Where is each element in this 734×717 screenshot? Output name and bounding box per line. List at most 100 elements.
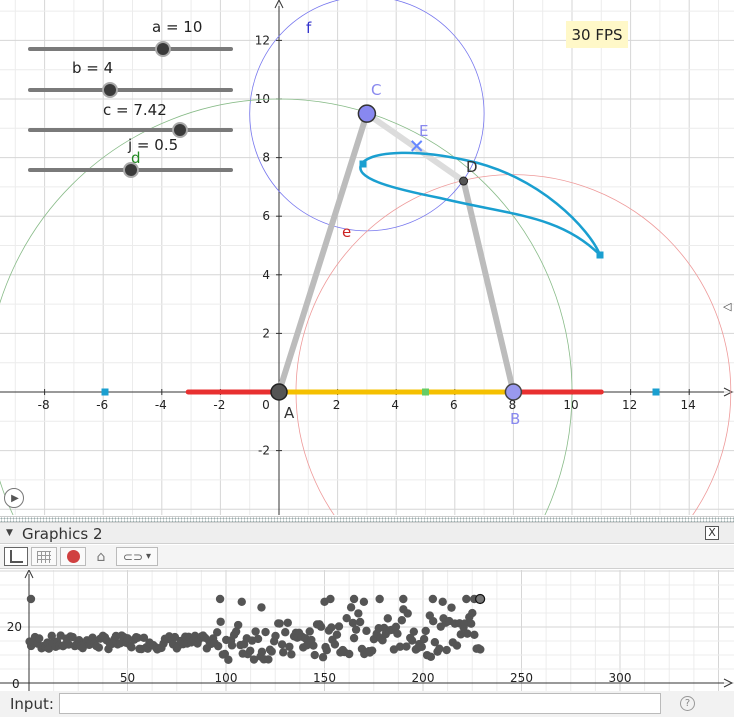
origin-label: 0 [12,677,20,691]
cyan-control-point[interactable] [652,388,660,396]
scatter-dot [281,628,290,637]
slider-track[interactable] [28,128,233,132]
home-icon: ⌂ [96,548,106,565]
scatter-dot [322,645,331,655]
axes-icon [9,550,23,563]
grid-icon [37,550,51,563]
point-d[interactable] [459,176,469,186]
circle-d [0,98,573,515]
scatter-dot [456,630,466,639]
scatter-dot [344,649,354,659]
label-D: D [466,158,478,176]
scatter-dot [367,646,377,655]
x-tick-label: 0 [262,398,270,412]
point-c[interactable] [357,104,377,123]
close-view-button[interactable]: X [705,526,719,540]
scatter-dot [342,613,351,623]
scatter-dot [419,634,429,644]
scatter-dot [391,622,401,632]
scatter-dot [334,622,344,631]
cyan-control-point[interactable] [596,251,604,259]
x-tick-label: 2 [333,398,341,412]
navigation-bar-button[interactable] [60,547,86,566]
y-tick-label: 4 [262,268,270,282]
scatter-dot [470,630,479,640]
x-axis-arrow [723,387,734,397]
play-animation-button[interactable]: ▶ [4,488,24,508]
midpoint-marker[interactable] [422,388,429,396]
scatter-dot [355,617,365,627]
scatter-dot [349,633,359,643]
scatter-dot [318,653,328,662]
scatter-dot [287,650,296,659]
slider-knob[interactable] [172,122,189,138]
slider-knob[interactable] [122,162,139,178]
x-tick-label: -2 [213,398,225,412]
scatter-dot [264,655,273,664]
scatter-dot [251,627,260,636]
scatter-dot [133,633,142,642]
scatter-dot [316,622,326,631]
chevron-down-icon: ▾ [146,551,152,562]
input-field[interactable] [59,693,661,714]
y-tick-label: 20 [7,620,22,634]
scatter-dot [257,603,266,612]
standard-view-button[interactable]: ⌂ [89,547,113,566]
graphics-view-2[interactable]: 50 100 150 200 250 300 20 0 [0,570,734,692]
scatter-dot [326,594,335,604]
magnet-icon: ⊂⊃ [122,549,144,564]
slider-track[interactable] [28,88,233,92]
toggle-grid-button[interactable] [31,547,57,566]
scatter-dot [275,619,284,628]
point-a[interactable] [270,383,288,401]
help-icon[interactable]: ? [680,696,695,711]
y-axis-arrow [24,570,34,579]
graphics-2-header: ▼ Graphics 2 X [0,522,734,544]
current-point[interactable] [475,593,486,605]
point-b[interactable] [504,383,523,401]
scatter-dot [435,644,444,653]
slider-knob[interactable] [102,82,118,98]
scatter-dot [438,597,447,606]
scatter-dot [227,641,237,650]
scatter-dot [463,629,472,638]
x-tick-label: 14 [681,398,696,412]
scatter-dot [395,642,405,651]
scatter-dot [349,594,359,604]
scatter-dot [397,616,407,625]
point-capturing-dropdown[interactable]: ⊂⊃ ▾ [116,547,158,566]
toggle-axes-button[interactable] [4,547,28,566]
globe-icon [66,550,80,563]
scatter-dot [216,617,225,626]
point-e[interactable] [411,140,423,152]
scatter-dot [237,597,246,606]
view-splitter-handle[interactable] [0,516,734,523]
scatter-dot [452,641,462,650]
input-bar: Input: ? [0,691,734,717]
label-d: d [131,149,141,167]
scatter-dot [231,627,241,636]
scatter-dot [309,641,318,650]
scatter-dot [428,594,438,604]
collapse-triangle-icon[interactable]: ▼ [6,528,13,538]
x-tick-label: 200 [412,671,435,685]
graphics-1-canvas[interactable]: -8 -6 -4 -2 0 2 4 6 8 10 12 14 -2 2 4 6 8 10 12 A B C D Ed e f [0,0,734,515]
rod-db [460,178,517,395]
scatter-dot [447,603,456,612]
y-tick-label: 6 [262,209,270,223]
x-tick-label: 6 [450,398,458,412]
cyan-control-point[interactable] [359,160,367,168]
slider-label: j = 0.5 [128,136,179,154]
scatter-dot [279,648,288,657]
scatter-dot [261,627,270,637]
slider-knob[interactable] [155,41,172,57]
slider-track[interactable] [28,47,233,51]
chevron-left-icon[interactable]: ◁ [723,300,732,313]
cyan-control-point[interactable] [101,388,109,396]
scatter-dot [407,636,417,645]
scatter-dot [430,638,440,647]
rod-ac [276,110,370,395]
scatter-dot [224,655,233,664]
